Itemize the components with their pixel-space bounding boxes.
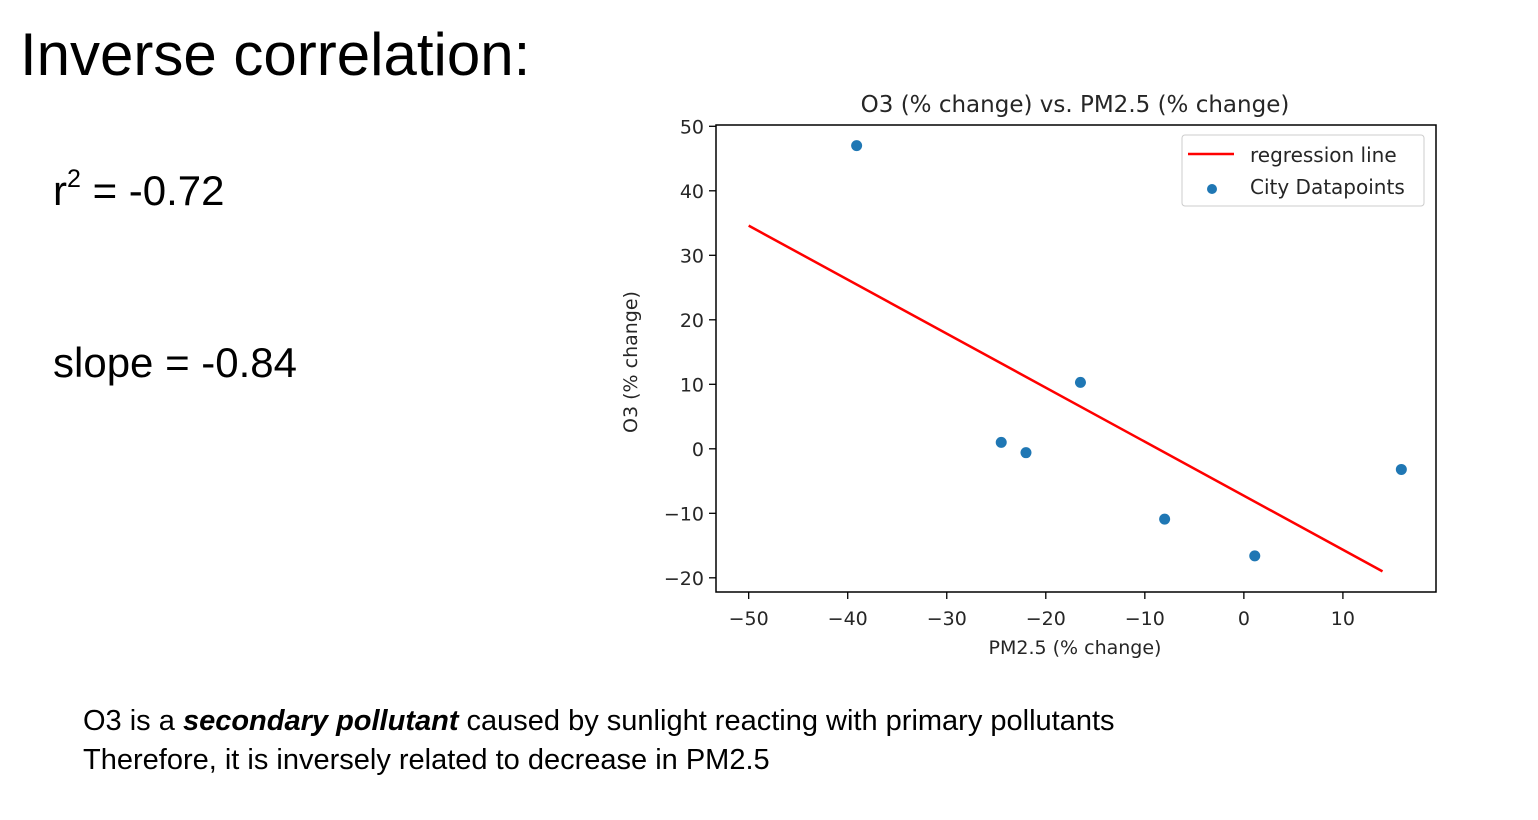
x-axis-ticks: −50 −40 −30 −20 −10 0 10 — [729, 592, 1355, 630]
r-squared-stat: r2 = -0.72 — [53, 165, 225, 214]
caption-line-2: Therefore, it is inversely related to de… — [83, 744, 770, 776]
y-axis-label: O3 (% change) — [620, 291, 642, 433]
y-tick-label: 20 — [680, 310, 704, 332]
city-datapoint — [1159, 513, 1171, 525]
regression-line — [748, 224, 1384, 573]
x-tick-label: 10 — [1331, 608, 1355, 630]
chart-legend: regression line City Datapoints — [1181, 134, 1425, 207]
y-axis-ticks: −20 −10 0 10 20 30 40 50 — [664, 116, 716, 590]
plot-frame — [715, 124, 1437, 593]
scatter-chart: O3 (% change) vs. PM2.5 (% change) −50 −4… — [620, 92, 1437, 659]
legend-label-datapoints: City Datapoints — [1250, 175, 1405, 199]
y-tick-label: 50 — [680, 116, 704, 138]
caption-emphasis: secondary pollutant — [182, 705, 459, 737]
y-tick-label: 0 — [692, 439, 704, 461]
caption-line-1: O3 is a secondary pollutant caused by su… — [83, 702, 1115, 741]
x-axis-label: PM2.5 (% change) — [989, 637, 1162, 659]
city-datapoint — [995, 436, 1007, 448]
r-squared-base: r — [53, 167, 67, 214]
caption-line-1-end: caused by sunlight reacting with primary… — [458, 705, 1115, 737]
city-datapoint — [1020, 447, 1032, 459]
y-tick-label: 40 — [680, 181, 704, 203]
r-squared-value: = -0.72 — [80, 167, 225, 214]
y-tick-label: −10 — [664, 503, 704, 525]
x-tick-label: 0 — [1238, 608, 1250, 630]
slide-caption: O3 is a secondary pollutant caused by su… — [83, 702, 1115, 780]
x-tick-label: −40 — [828, 608, 868, 630]
r-squared-superscript: 2 — [67, 165, 81, 193]
city-datapoint — [851, 140, 863, 152]
x-tick-label: −10 — [1125, 608, 1165, 630]
x-tick-label: −20 — [1026, 608, 1066, 630]
y-tick-label: −20 — [664, 568, 704, 590]
y-tick-label: 30 — [680, 245, 704, 267]
y-tick-label: 10 — [680, 374, 704, 396]
caption-line-1-start: O3 is a — [83, 705, 183, 737]
slope-stat: slope = -0.84 — [53, 339, 298, 386]
slide-title: Inverse correlation: — [20, 21, 531, 88]
legend-dot-swatch — [1207, 184, 1217, 194]
chart-marks — [748, 140, 1407, 573]
city-datapoint — [1395, 463, 1407, 475]
x-tick-label: −50 — [729, 608, 769, 630]
legend-frame — [1181, 134, 1425, 207]
chart-title: O3 (% change) vs. PM2.5 (% change) — [861, 92, 1290, 118]
city-datapoint — [1074, 376, 1086, 388]
city-datapoint — [1249, 550, 1261, 562]
x-tick-label: −30 — [927, 608, 967, 630]
legend-label-regression: regression line — [1250, 143, 1397, 167]
